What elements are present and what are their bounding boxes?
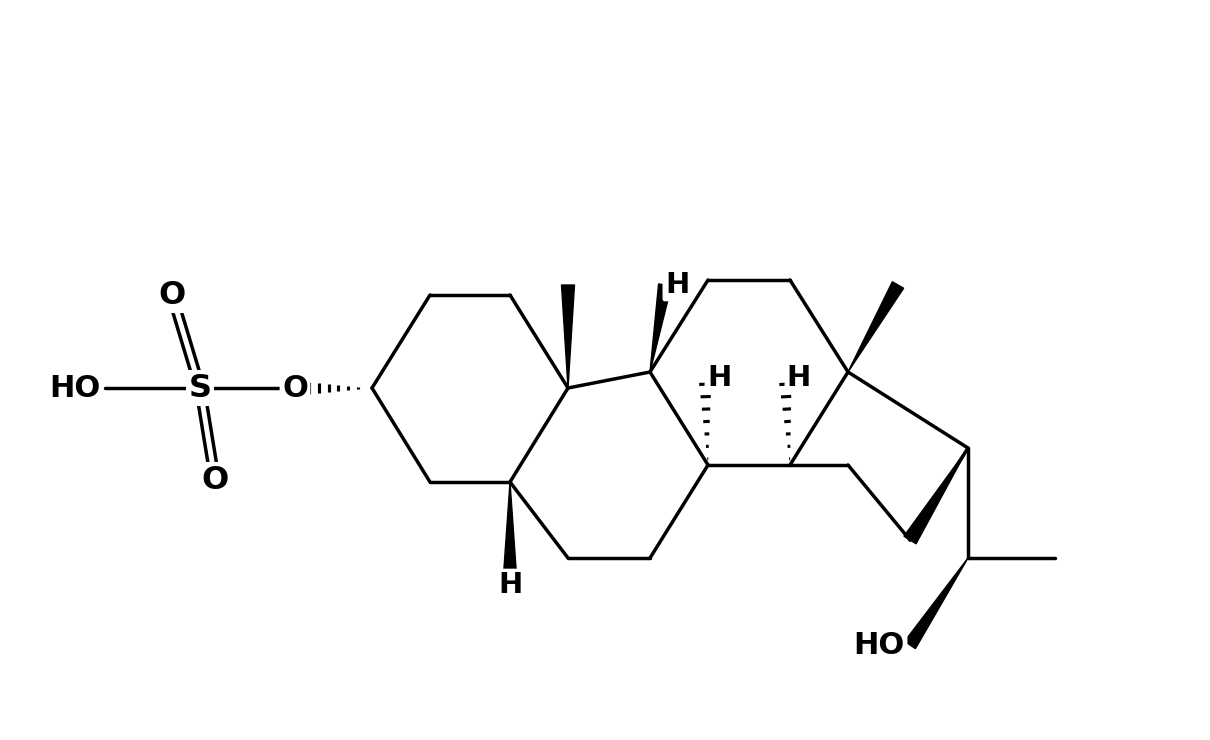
Text: O: O — [159, 280, 185, 311]
Text: H: H — [664, 271, 690, 299]
Text: H: H — [497, 571, 523, 599]
Polygon shape — [905, 558, 968, 648]
Text: O: O — [201, 465, 229, 496]
Polygon shape — [904, 448, 968, 544]
Text: HO: HO — [48, 374, 100, 403]
Text: O: O — [282, 374, 307, 403]
Text: H: H — [707, 364, 731, 392]
Text: HO: HO — [854, 630, 905, 659]
Polygon shape — [848, 282, 904, 372]
Polygon shape — [561, 285, 575, 388]
Polygon shape — [503, 482, 517, 575]
Text: S: S — [189, 372, 212, 403]
Text: H: H — [786, 364, 811, 392]
Polygon shape — [650, 284, 672, 372]
